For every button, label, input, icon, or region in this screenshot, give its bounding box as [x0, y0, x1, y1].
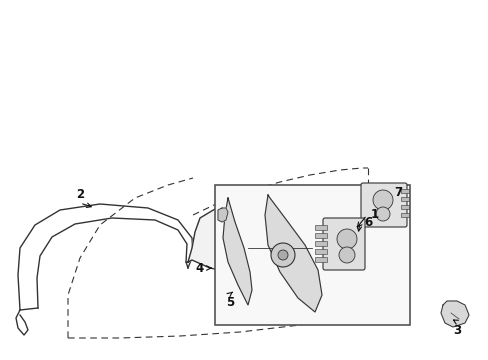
Circle shape	[270, 243, 294, 267]
Polygon shape	[218, 208, 227, 222]
FancyBboxPatch shape	[360, 183, 406, 227]
Circle shape	[375, 207, 389, 221]
Bar	[400, 205, 408, 209]
Text: 2: 2	[76, 189, 84, 202]
Bar	[314, 257, 326, 262]
FancyBboxPatch shape	[323, 218, 364, 270]
Circle shape	[336, 229, 356, 249]
Bar	[314, 225, 326, 230]
Polygon shape	[223, 198, 251, 305]
Text: 4: 4	[196, 261, 203, 274]
Polygon shape	[264, 195, 321, 312]
Bar	[400, 213, 408, 217]
Text: 1: 1	[370, 208, 378, 221]
Polygon shape	[440, 301, 468, 327]
Circle shape	[338, 247, 354, 263]
Bar	[215, 185, 409, 325]
Text: 6: 6	[363, 216, 371, 229]
Text: 5: 5	[225, 296, 234, 309]
Circle shape	[372, 190, 392, 210]
Polygon shape	[187, 188, 364, 278]
Circle shape	[278, 250, 287, 260]
Bar	[400, 189, 408, 193]
Bar	[314, 233, 326, 238]
Bar	[400, 197, 408, 201]
Text: 3: 3	[452, 324, 460, 337]
Bar	[314, 241, 326, 246]
Text: 7: 7	[393, 185, 401, 198]
Bar	[314, 249, 326, 254]
